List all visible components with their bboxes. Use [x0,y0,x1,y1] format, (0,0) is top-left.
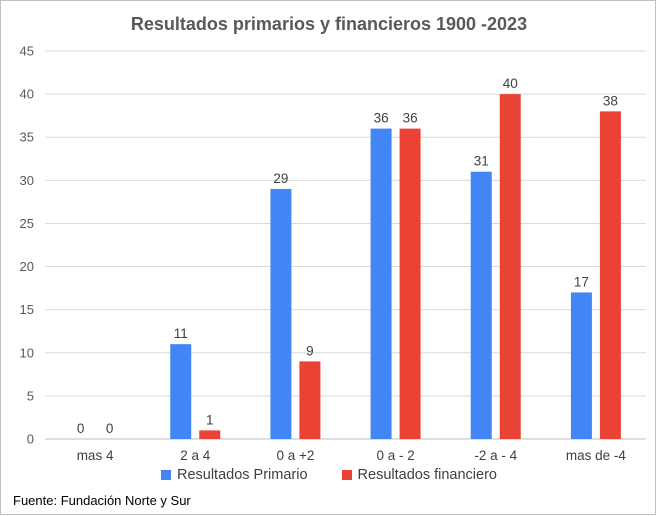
x-tick-label: 0 a - 2 [376,448,414,463]
y-tick-label: 40 [20,87,34,102]
bar-financiero [199,430,221,439]
y-tick-label: 30 [20,173,34,188]
data-label-primario: 29 [273,171,288,186]
legend-item-primario: Resultados Primario [160,467,308,483]
bar-primario [370,128,392,439]
data-label-primario: 31 [474,154,489,169]
legend-swatch-primario [160,470,171,480]
y-tick-label: 45 [20,44,34,59]
x-tick-label: mas 4 [77,448,114,463]
bar-primario [170,344,192,439]
x-tick-label: 0 a +2 [276,448,314,463]
data-label-financiero: 0 [106,421,114,436]
legend-label-primario: Resultados Primario [176,467,308,483]
bar-financiero [599,111,621,439]
data-label-financiero: 1 [206,412,214,427]
data-label-financiero: 9 [306,343,314,358]
legend-swatch-financiero [341,470,352,480]
legend-item-financiero: Resultados financiero [341,467,497,483]
y-tick-label: 5 [27,388,34,403]
data-label-primario: 17 [574,274,589,289]
y-tick-label: 35 [20,130,34,145]
x-tick-label: -2 a - 4 [474,448,517,463]
data-label-primario: 36 [374,111,389,126]
bar-primario [470,171,492,439]
bar-financiero [299,361,321,439]
y-tick-label: 20 [20,259,34,274]
x-tick-label: 2 a 4 [180,448,211,463]
y-tick-label: 10 [20,345,34,360]
y-tick-label: 0 [27,432,34,447]
data-label-financiero: 40 [503,76,518,91]
bar-financiero [399,128,421,439]
chart-legend: Resultados Primario Resultados financier… [1,467,656,483]
legend-label-financiero: Resultados financiero [357,467,497,483]
chart-title: Resultados primarios y financieros 1900 … [130,14,528,34]
bar-primario [570,292,592,439]
y-tick-label: 15 [20,302,34,317]
x-tick-label: mas de -4 [566,448,627,463]
y-tick-label: 25 [20,216,34,231]
data-label-financiero: 36 [403,111,418,126]
bar-financiero [499,94,521,439]
bar-primario [270,188,292,439]
source-note: Fuente: Fundación Norte y Sur [13,493,191,508]
data-label-primario: 0 [77,421,85,436]
data-label-primario: 11 [174,326,188,341]
data-label-financiero: 38 [603,93,618,108]
